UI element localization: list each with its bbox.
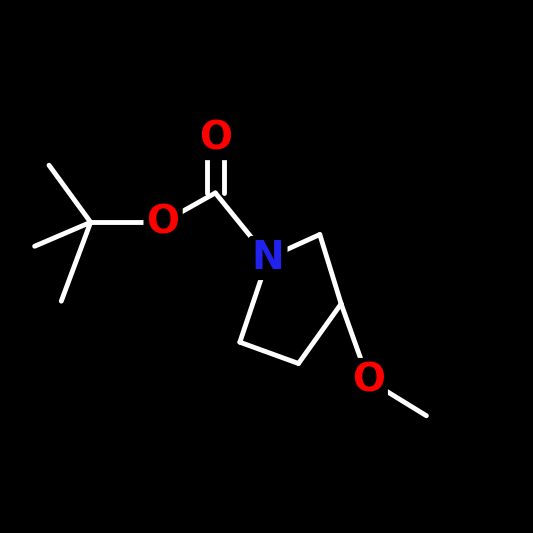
- Text: O: O: [352, 361, 385, 399]
- Text: O: O: [199, 119, 232, 157]
- Text: O: O: [147, 203, 180, 241]
- Text: N: N: [252, 239, 285, 277]
